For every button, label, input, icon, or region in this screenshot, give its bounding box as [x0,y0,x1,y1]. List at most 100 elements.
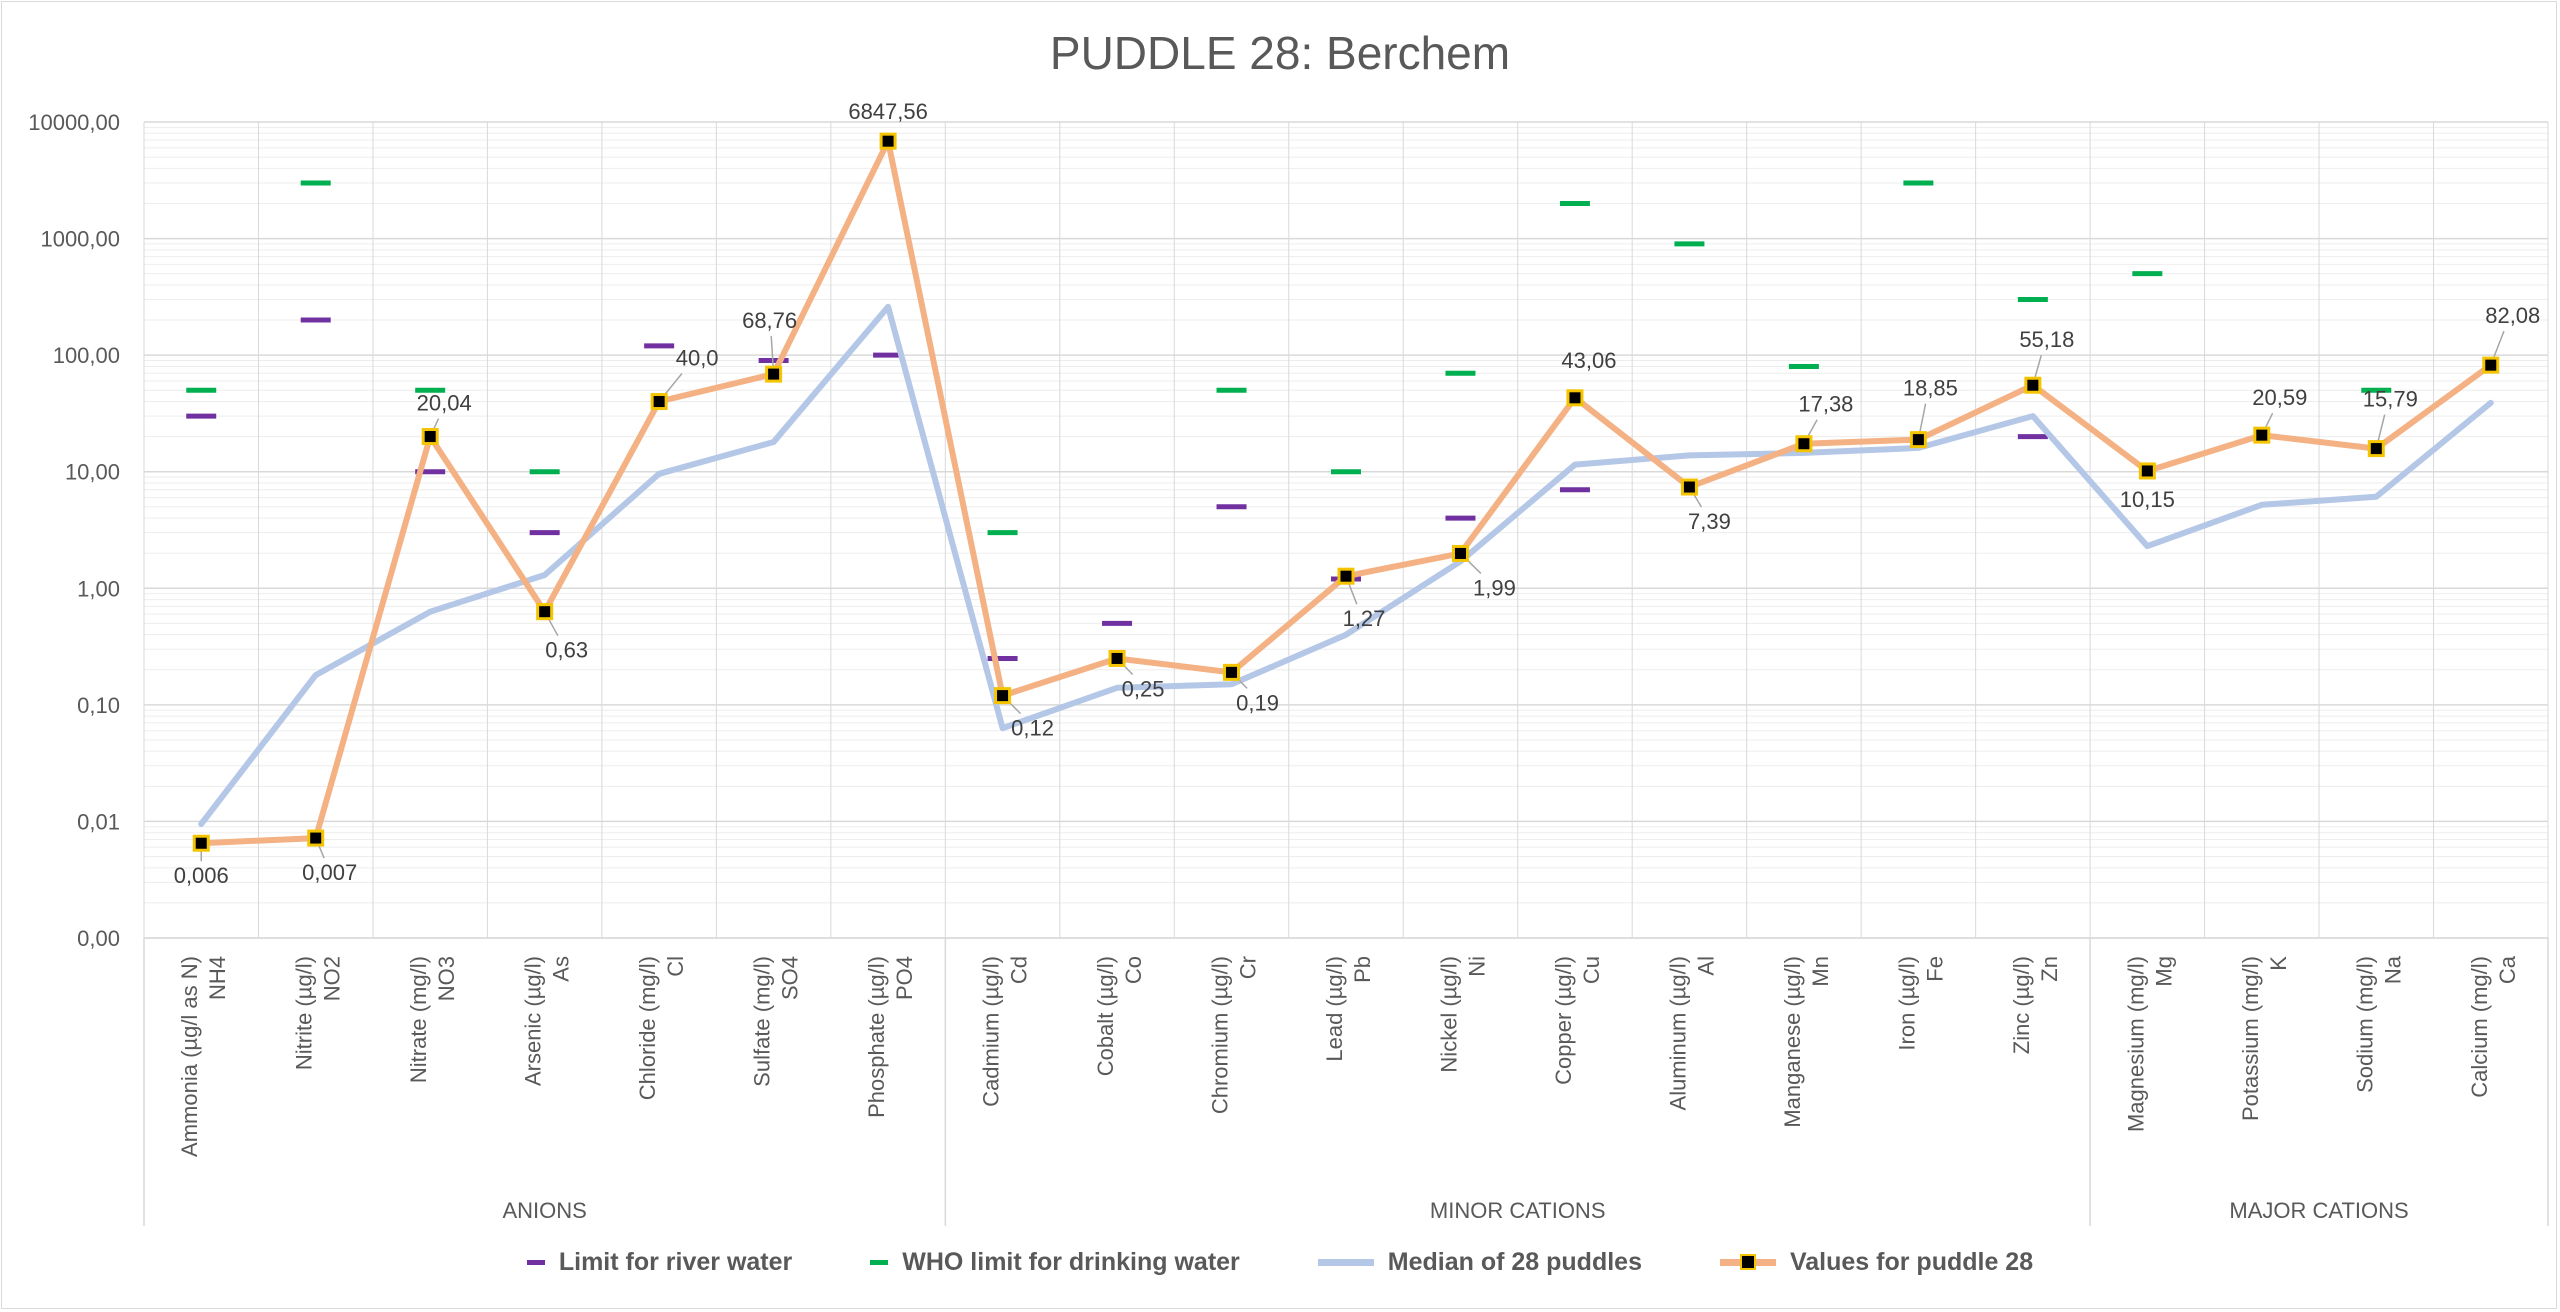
x-tick-label-name: Magnesium (mg/l) [2123,956,2148,1132]
x-tick-label-name: Chloride (mg/l) [635,956,660,1100]
x-tick-label-name: Phosphate (µg/l) [864,956,889,1118]
x-tick-label-name: Sodium (mg/l) [2352,956,2377,1093]
legend-swatch-who-limit [870,1260,889,1265]
data-label: 82,08 [2485,303,2540,328]
puddle-marker [1909,431,1927,449]
puddle-marker [307,829,325,847]
data-label: 55,18 [2019,327,2074,352]
legend-item-river-limit: Limit for river water [526,1248,793,1277]
x-tick-label-symbol: Zn [2037,956,2062,982]
x-tick-label-name: Nickel (µg/l) [1436,956,1461,1073]
x-tick-label: Copper (µg/l) Cu [1551,956,1604,1085]
y-axis-ticks: 0,00 0,01 0,10 1,00 10,00 100,00 1000,00 10000,… [28,110,120,951]
puddle-marker [1108,649,1126,667]
x-tick-label-name: Iron (µg/l) [1894,956,1919,1051]
x-tick-label: Potassium (mg/l) K [2238,956,2291,1121]
x-tick-label: Manganese (µg/l) Mn [1780,956,1833,1128]
x-tick-label-name: Zinc (µg/l) [2009,956,2034,1054]
x-tick-label: Chloride (mg/l) Cl [635,956,688,1100]
puddle-marker [1223,663,1241,681]
legend-item-median: Median of 28 puddles [1317,1248,1642,1277]
x-tick-label-symbol: Fe [1922,956,1947,982]
data-label: 68,76 [742,308,797,333]
x-tick-label: Sulfate (mg/l) SO4 [750,956,803,1087]
data-label: 0,19 [1236,690,1279,715]
x-tick-label-symbol: Cr [1236,956,1261,979]
y-tick-label: 0,10 [77,693,120,718]
data-label: 43,06 [1561,348,1616,373]
legend-swatch-median [1317,1259,1374,1266]
group-label: MINOR CATIONS [1430,1198,1606,1223]
x-tick-label: Magnesium (mg/l) Mg [2123,956,2176,1132]
puddle-marker [650,393,668,411]
x-tick-label-symbol: SO4 [778,956,803,1000]
x-tick-label: Cadmium (µg/l) Cd [979,956,1032,1107]
data-label: 0,006 [174,863,229,888]
x-tick-label: Phosphate (µg/l) PO4 [864,956,917,1118]
chart-title: PUDDLE 28: Berchem [1049,27,1511,79]
x-tick-label-name: Arsenic (µg/l) [521,956,546,1086]
x-tick-label-symbol: Ca [2495,955,2520,984]
x-tick-label: Chromium (µg/l) Cr [1208,956,1261,1114]
x-tick-label: Zinc (µg/l) Zn [2009,956,2062,1054]
x-tick-label-symbol: K [2266,956,2291,971]
x-tick-label-name: Chromium (µg/l) [1208,956,1233,1114]
x-tick-label: Nitrate (mg/l) NO3 [406,956,459,1083]
x-tick-label: Ammonia (µg/l as N) NH4 [177,956,230,1157]
median-line [198,303,2494,827]
x-tick-label-name: Lead (µg/l) [1322,956,1347,1062]
puddle-marker [1680,478,1698,496]
y-tick-label: 1,00 [77,576,120,601]
y-tick-label: 10,00 [65,460,120,485]
x-axis: Ammonia (µg/l as N) NH4 Nitrite (µg/l) NO2 N… [143,937,2549,1226]
puddle-marker [2138,462,2156,480]
x-tick-label-name: Copper (µg/l) [1551,956,1576,1085]
data-label: 15,79 [2363,387,2418,412]
y-tick-label: 10000,00 [28,110,120,135]
x-tick-label: Sodium (mg/l) Na [2352,955,2405,1093]
x-tick-label-symbol: Cl [663,956,688,977]
data-label: 10,15 [2120,487,2175,512]
x-tick-label-symbol: Ni [1464,956,1489,977]
puddle-marker [765,365,783,383]
puddle-marker [2024,376,2042,394]
limit-markers [186,180,2392,661]
legend-swatch-puddle [1719,1254,1776,1270]
y-tick-label: 100,00 [53,343,120,368]
data-label: 1,27 [1343,606,1386,631]
legend-label-puddle: Values for puddle 28 [1789,1248,2034,1276]
x-tick-label: Calcium (mg/l) Ca [2467,955,2520,1098]
puddle-marker [994,687,1012,705]
data-label: 18,85 [1903,376,1958,401]
label-leaders [200,330,2505,862]
x-tick-label: Nickel (µg/l) Ni [1436,956,1489,1073]
legend-label-river-limit: Limit for river water [558,1248,793,1276]
x-tick-label-symbol: Mg [2151,956,2176,987]
puddle-marker [2253,426,2271,444]
group-label: ANIONS [502,1198,586,1223]
x-tick-label-name: Sulfate (mg/l) [750,956,775,1087]
legend-label-who-limit: WHO limit for drinking water [902,1248,1240,1276]
x-tick-label-name: Nitrate (mg/l) [406,956,431,1083]
x-tick-label: Nitrite (µg/l) NO2 [292,956,345,1070]
series-markers [192,132,2500,852]
x-tick-label-symbol: Mn [1808,956,1833,987]
x-tick-label-name: Ammonia (µg/l as N) [177,956,202,1157]
puddle-marker [192,834,210,852]
data-label: 17,38 [1798,392,1853,417]
x-tick-label-name: Aluminum (µg/l) [1665,956,1690,1110]
puddle-marker [2482,356,2500,374]
legend-marker-puddle [1739,1254,1756,1270]
data-label: 1,99 [1473,575,1516,600]
x-tick-label-name: Calcium (mg/l) [2467,956,2492,1098]
x-tick-label-symbol: PO4 [892,956,917,1000]
puddle-marker [879,132,897,150]
y-tick-label: 0,01 [77,809,120,834]
data-label: 0,12 [1011,716,1054,741]
x-tick-label-symbol: NO2 [320,956,345,1001]
data-label: 0,25 [1122,676,1165,701]
legend: Limit for river water WHO limit for drin… [0,1248,2560,1277]
data-label: 40,0 [676,346,719,371]
